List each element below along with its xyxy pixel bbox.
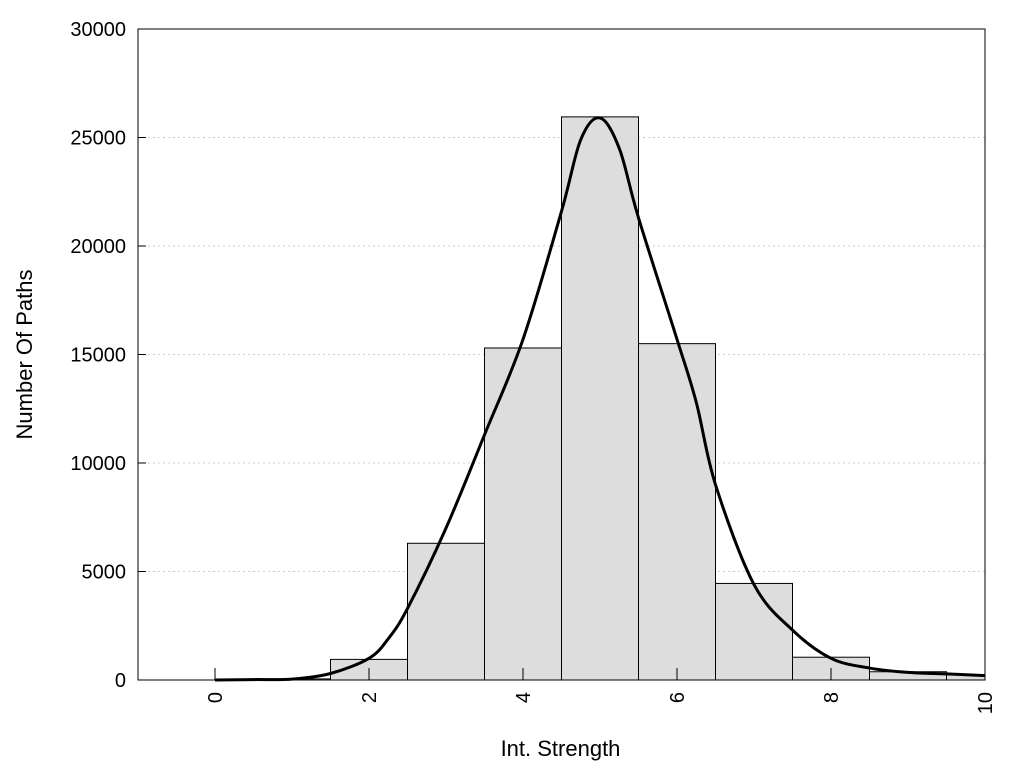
x-tick-label: 8 xyxy=(821,692,843,703)
x-tick-label: 6 xyxy=(667,692,689,703)
y-tick-label: 5000 xyxy=(82,562,127,584)
x-tick-label: 10 xyxy=(975,692,997,714)
x-tick-label: 2 xyxy=(359,692,381,703)
y-axis: 0 5000 10000 15000 20000 25000 30000 xyxy=(70,19,146,692)
x-tick-label: 0 xyxy=(205,692,227,703)
y-axis-title: Number Of Paths xyxy=(12,270,37,440)
y-tick-label: 15000 xyxy=(70,345,126,367)
y-tick-label: 10000 xyxy=(70,453,126,475)
y-tick-label: 30000 xyxy=(70,19,126,41)
y-tick-label: 20000 xyxy=(70,236,126,258)
grid-lines xyxy=(138,137,985,572)
y-tick-label: 0 xyxy=(115,670,126,692)
bars xyxy=(253,116,986,681)
histogram-bar xyxy=(715,582,793,681)
x-axis: 0 2 4 6 8 10 xyxy=(205,668,997,714)
x-axis-title: Int. Strength xyxy=(501,736,621,761)
histogram-bar xyxy=(484,347,562,681)
y-tick-label: 25000 xyxy=(70,128,126,150)
histogram-bar xyxy=(561,116,639,681)
x-tick-label: 4 xyxy=(513,692,535,703)
histogram-bar xyxy=(638,343,716,681)
histogram-bar xyxy=(407,542,485,681)
fit-curve xyxy=(214,116,986,682)
